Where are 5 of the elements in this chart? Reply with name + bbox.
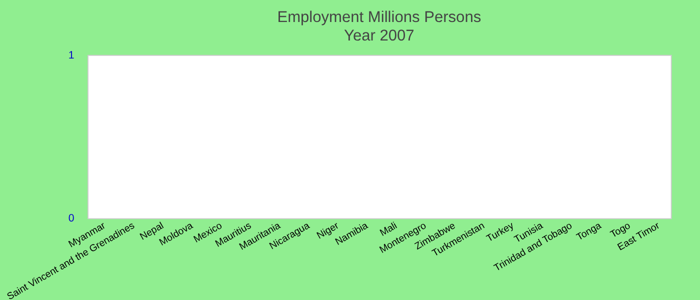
y-tick-label: 0 — [68, 212, 74, 225]
y-tick-label: 1 — [68, 49, 74, 62]
x-tick-label: Tonga — [574, 220, 604, 244]
chart-subtitle: Year 2007 — [344, 27, 414, 44]
chart-title: Employment Millions Persons — [277, 8, 482, 26]
